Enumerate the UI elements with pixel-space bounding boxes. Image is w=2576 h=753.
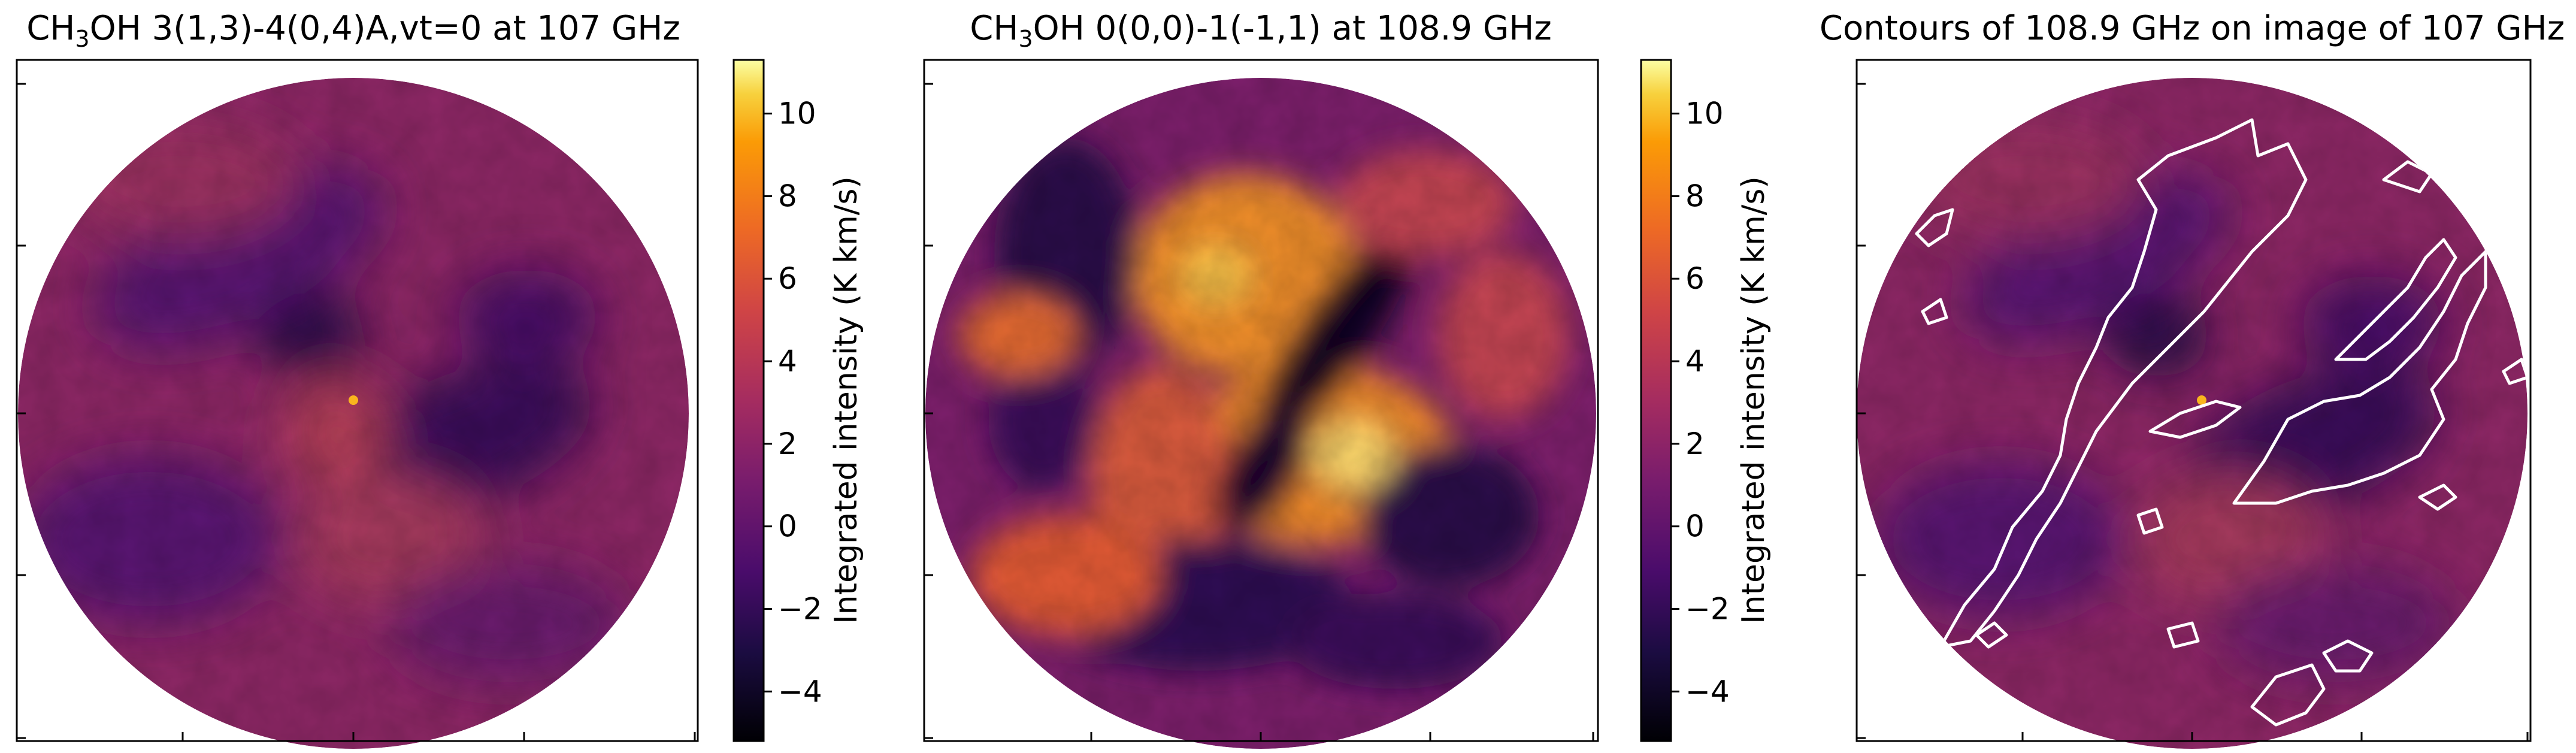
- contour-right-edge: [2502, 358, 2527, 385]
- contour-bottom-mid: [2166, 621, 2200, 649]
- panel-1-title: CH3OH 3(1,3)-4(0,4)A,vt=0 at 107 GHz: [26, 9, 680, 52]
- colorbar-2-tick-label: 6: [1685, 261, 1705, 296]
- panel-3-image: [1857, 78, 2527, 749]
- contour-mid-right: [2136, 507, 2164, 535]
- panel-2-ticks: [924, 83, 1594, 741]
- contour-bottom-far-right: [2322, 639, 2374, 673]
- colorbar-1-tick-label: 10: [778, 96, 816, 131]
- panel-1-ticks: [17, 83, 696, 741]
- contour-lines: [1915, 118, 2527, 727]
- colorbar-1-ticks: −4 −2 0 2 4 6 8 10: [764, 96, 822, 709]
- colorbar-2-label: Integrated intensity (K km/s): [1736, 176, 1772, 624]
- contour-right-filament: [2232, 250, 2487, 505]
- colorbar-2-tick-label: 4: [1685, 344, 1705, 379]
- panel-2-image: [925, 78, 1596, 749]
- panel-3: Contours of 108.9 GHz on image of 107 GH…: [1820, 9, 2565, 749]
- contour-right-blob: [2418, 483, 2457, 511]
- colorbar-1-label: Integrated intensity (K km/s): [828, 176, 864, 624]
- contour-center-knot: [2148, 400, 2242, 439]
- panel-3-title: Contours of 108.9 GHz on image of 107 GH…: [1820, 9, 2565, 48]
- panel-1: CH3OH 3(1,3)-4(0,4)A,vt=0 at 107 GHz: [16, 9, 699, 749]
- colorbar-2-ticks: −4 −2 0 2 4 6 8 10: [1671, 96, 1730, 709]
- contour-right-outer: [2334, 238, 2457, 361]
- panel-2: CH3OH 0(0,0)-1(-1,1) at 108.9 GHz: [923, 9, 1599, 749]
- colorbar-1: −4 −2 0 2 4 6 8 10 Integrated intensity (K km/s…: [732, 59, 864, 742]
- colorbar-1-tick-label: 8: [778, 179, 797, 213]
- colorbar-1-tick-label: 6: [778, 261, 797, 296]
- contour-main-filament: [1939, 118, 2308, 649]
- colorbar-1-tick-label: −4: [778, 674, 822, 709]
- colorbar-2-tick-label: 0: [1685, 509, 1705, 544]
- panel-3-ticks: [1857, 83, 2529, 741]
- colorbar-2-tick-label: 8: [1685, 179, 1705, 213]
- contour-top-left: [1915, 208, 1954, 247]
- colorbar-1-tick-label: 4: [778, 344, 797, 379]
- contour-lower-left-small: [1975, 621, 2008, 649]
- colorbar-2: −4 −2 0 2 4 6 8 10 Integrated intensity (K km/s…: [1640, 59, 1772, 742]
- contour-left-small: [1921, 298, 1948, 325]
- panel-3-hotspot: [2197, 395, 2206, 405]
- colorbar-2-tick-label: −4: [1685, 674, 1730, 709]
- colorbar-2-tick-label: 10: [1685, 96, 1724, 131]
- colorbar-1-tick-label: 0: [778, 509, 797, 544]
- colorbar-1-gradient: [732, 59, 765, 742]
- panel-1-image: [18, 78, 689, 749]
- panel-2-title: CH3OH 0(0,0)-1(-1,1) at 108.9 GHz: [970, 9, 1551, 52]
- colorbar-1-tick-label: −2: [778, 591, 822, 626]
- colorbar-2-gradient: [1640, 59, 1672, 742]
- colorbar-1-tick-label: 2: [778, 427, 797, 461]
- colorbar-2-tick-label: 2: [1685, 427, 1705, 461]
- panel-1-hotspot: [349, 395, 358, 405]
- colorbar-2-tick-label: −2: [1685, 591, 1730, 626]
- contour-bottom-right: [2250, 663, 2326, 727]
